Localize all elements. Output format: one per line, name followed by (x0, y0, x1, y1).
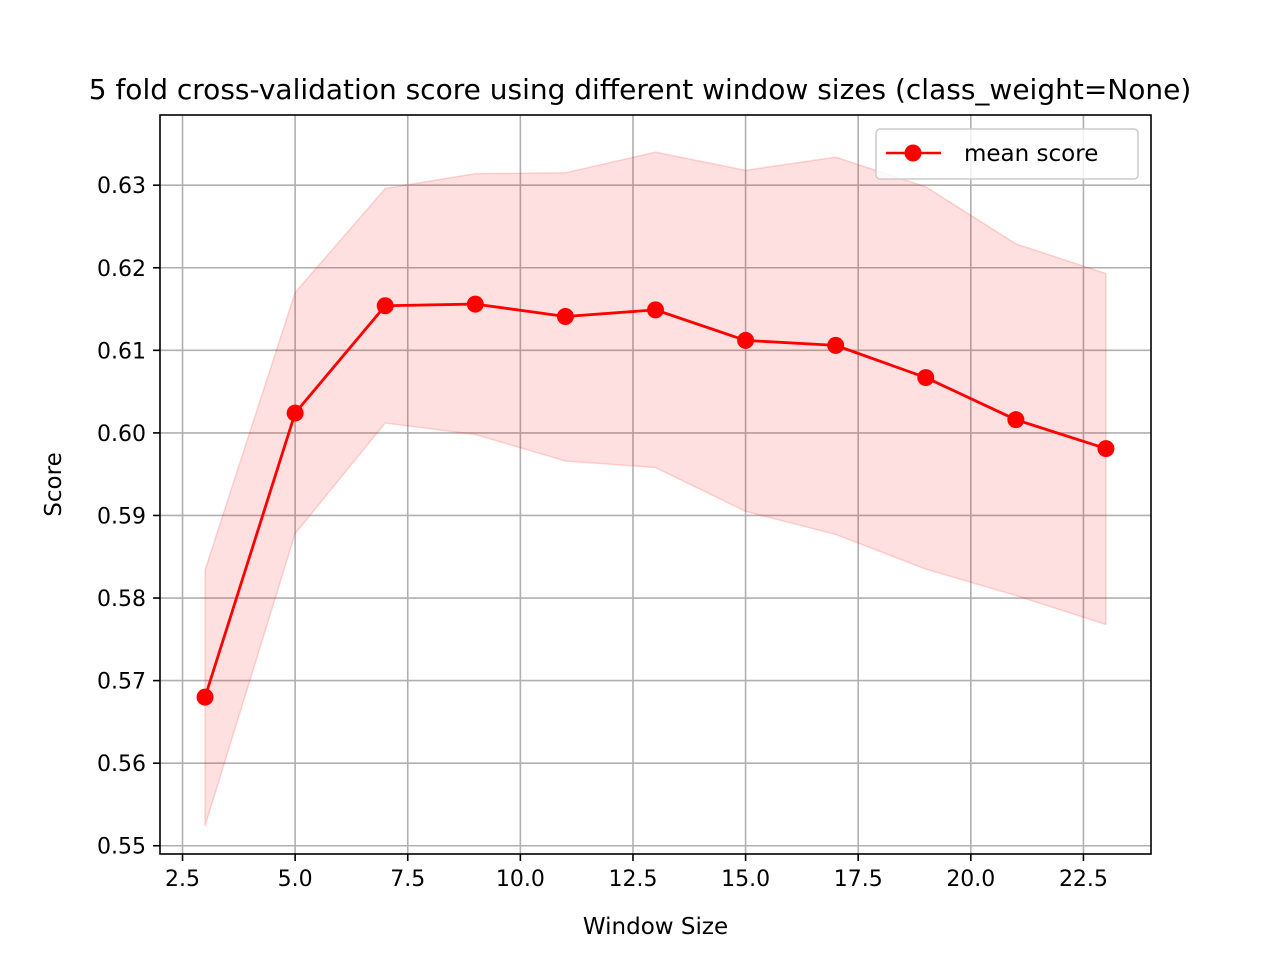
legend-box (875, 128, 1139, 180)
y-axis: 0.55 0.56 0.57 0.58 0.59 0.60 0.61 0.62 0.63 (97, 174, 160, 860)
data-point (917, 369, 935, 387)
x-tick-label: 5.0 (278, 867, 313, 892)
x-axis: 2.5 5.0 7.5 10.0 12.5 15.0 17.5 20.0 22.5 (165, 854, 1108, 892)
legend-marker-swatch (904, 144, 922, 162)
y-tick-label: 0.59 (97, 504, 146, 529)
confidence-band-layer (204, 151, 1107, 827)
data-point (827, 336, 845, 354)
chart-title: 5 fold cross-validation score using diff… (89, 73, 1192, 106)
x-tick-label: 2.5 (165, 867, 200, 892)
legend: mean score (875, 128, 1139, 180)
data-point (376, 297, 394, 315)
y-tick-label: 0.62 (97, 257, 146, 282)
x-tick-label: 12.5 (608, 867, 657, 892)
data-point (1097, 440, 1115, 458)
x-tick-label: 22.5 (1059, 867, 1108, 892)
y-tick-label: 0.55 (97, 835, 146, 860)
grid (160, 115, 1151, 854)
y-axis-label: Score (41, 452, 67, 516)
y-tick-label: 0.58 (97, 587, 146, 612)
x-tick-label: 7.5 (390, 867, 425, 892)
x-axis-label: Window Size (583, 914, 728, 940)
data-point (647, 301, 664, 319)
confidence-band (204, 151, 1107, 827)
data-point (556, 307, 574, 325)
data-point (286, 404, 304, 422)
x-tick-label: 15.0 (721, 867, 770, 892)
plot-frame (159, 114, 1152, 855)
x-tick-label: 10.0 (496, 867, 545, 892)
y-tick-label: 0.57 (97, 670, 146, 695)
data-point (466, 295, 484, 313)
legend-label-mean-score: mean score (964, 141, 1098, 167)
series-layer (196, 295, 1115, 706)
x-tick-label: 20.0 (946, 867, 995, 892)
y-tick-label: 0.60 (97, 422, 146, 447)
y-tick-label: 0.63 (97, 174, 146, 199)
data-point (1007, 411, 1025, 429)
data-point (737, 331, 755, 349)
y-tick-label: 0.61 (97, 339, 146, 364)
y-tick-label: 0.56 (97, 752, 146, 777)
data-point (196, 688, 214, 706)
x-tick-label: 17.5 (834, 867, 883, 892)
